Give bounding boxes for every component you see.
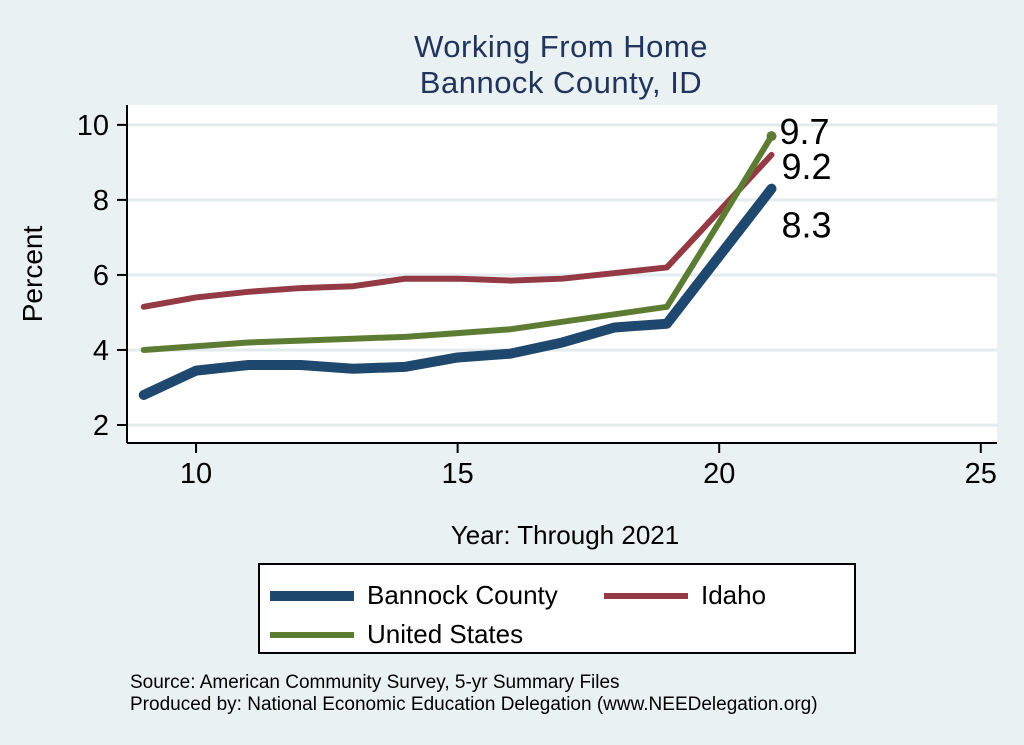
legend-label: Bannock County xyxy=(367,580,558,610)
x-tick-label: 25 xyxy=(965,458,997,490)
series-line-united-states xyxy=(140,133,775,353)
end-value-label-idaho: 9.2 xyxy=(782,146,832,187)
legend: Bannock County Idaho United States xyxy=(258,563,856,654)
legend-item-bannock-county: Bannock County xyxy=(270,576,604,615)
end-value-label-bannock-county: 8.3 xyxy=(782,205,832,246)
x-tick-label: 10 xyxy=(180,458,212,490)
y-tick-label: 6 xyxy=(93,260,109,292)
line-chart-plot: 2 4 6 8 10 10 15 20 25 Percent 8.3 9.29.7 xyxy=(17,105,997,490)
x-tick-label: 20 xyxy=(703,458,735,490)
chart-title: Working From Home Bannock County, ID xyxy=(100,29,1022,101)
y-axis-title: Percent xyxy=(17,226,48,323)
x-tick-label: 15 xyxy=(441,458,473,490)
legend-label: United States xyxy=(367,619,524,649)
end-value-label-united-states: 9.7 xyxy=(780,111,830,152)
legend-item-united-states: United States xyxy=(270,615,604,654)
legend-item-idaho: Idaho xyxy=(604,576,854,615)
source-note: Source: American Community Survey, 5-yr … xyxy=(130,672,818,716)
legend-label: Idaho xyxy=(701,580,767,610)
y-tick-label: 4 xyxy=(93,335,109,367)
series-line-idaho xyxy=(140,151,775,310)
legend-swatch-united-states xyxy=(270,631,354,638)
y-tick-label: 8 xyxy=(93,185,109,217)
legend-swatch-bannock-county xyxy=(270,590,354,601)
legend-swatch-idaho xyxy=(604,592,688,599)
series-end-dot xyxy=(766,131,777,142)
source-line: Source: American Community Survey, 5-yr … xyxy=(130,672,620,693)
x-axis-title: Year: Through 2021 xyxy=(450,520,680,550)
chart-title-line1: Working From Home xyxy=(414,29,708,64)
produced-by-line: Produced by: National Economic Education… xyxy=(130,694,818,715)
series-line-bannock-county xyxy=(138,183,777,400)
chart-title-line2: Bannock County, ID xyxy=(419,65,703,100)
y-tick-label: 2 xyxy=(93,410,109,442)
y-tick-label: 10 xyxy=(77,110,109,142)
